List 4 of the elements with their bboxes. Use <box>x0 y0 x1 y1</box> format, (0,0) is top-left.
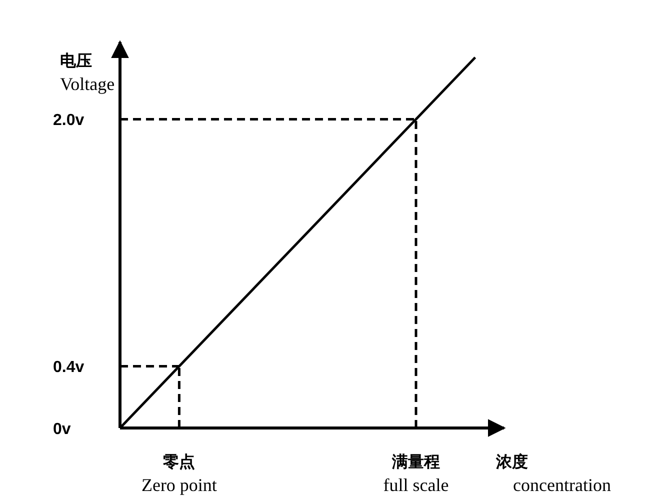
xlabel: 浓度 <box>496 454 528 471</box>
ylabel: Voltage <box>60 74 115 94</box>
ylabel: 电压 <box>60 53 92 70</box>
xlabel: concentration <box>513 475 611 495</box>
